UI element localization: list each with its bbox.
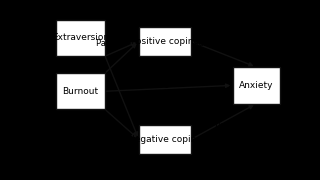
FancyBboxPatch shape [56,73,105,109]
Text: Anxiety: Anxiety [239,81,274,90]
FancyBboxPatch shape [139,27,191,56]
Text: Path a₁: Path a₁ [96,39,125,48]
FancyBboxPatch shape [233,67,280,104]
Text: Path b₁: Path b₁ [194,39,224,48]
Text: Negative coping: Negative coping [128,135,202,144]
Text: Path a₂: Path a₂ [65,119,94,128]
Text: Positive coping: Positive coping [131,37,199,46]
Text: Path b₂: Path b₂ [195,120,224,129]
Text: Burnout: Burnout [62,87,99,96]
Text: Path c’: Path c’ [143,81,171,90]
FancyBboxPatch shape [139,125,191,154]
FancyBboxPatch shape [56,20,105,56]
Text: Extraversion: Extraversion [52,33,109,42]
